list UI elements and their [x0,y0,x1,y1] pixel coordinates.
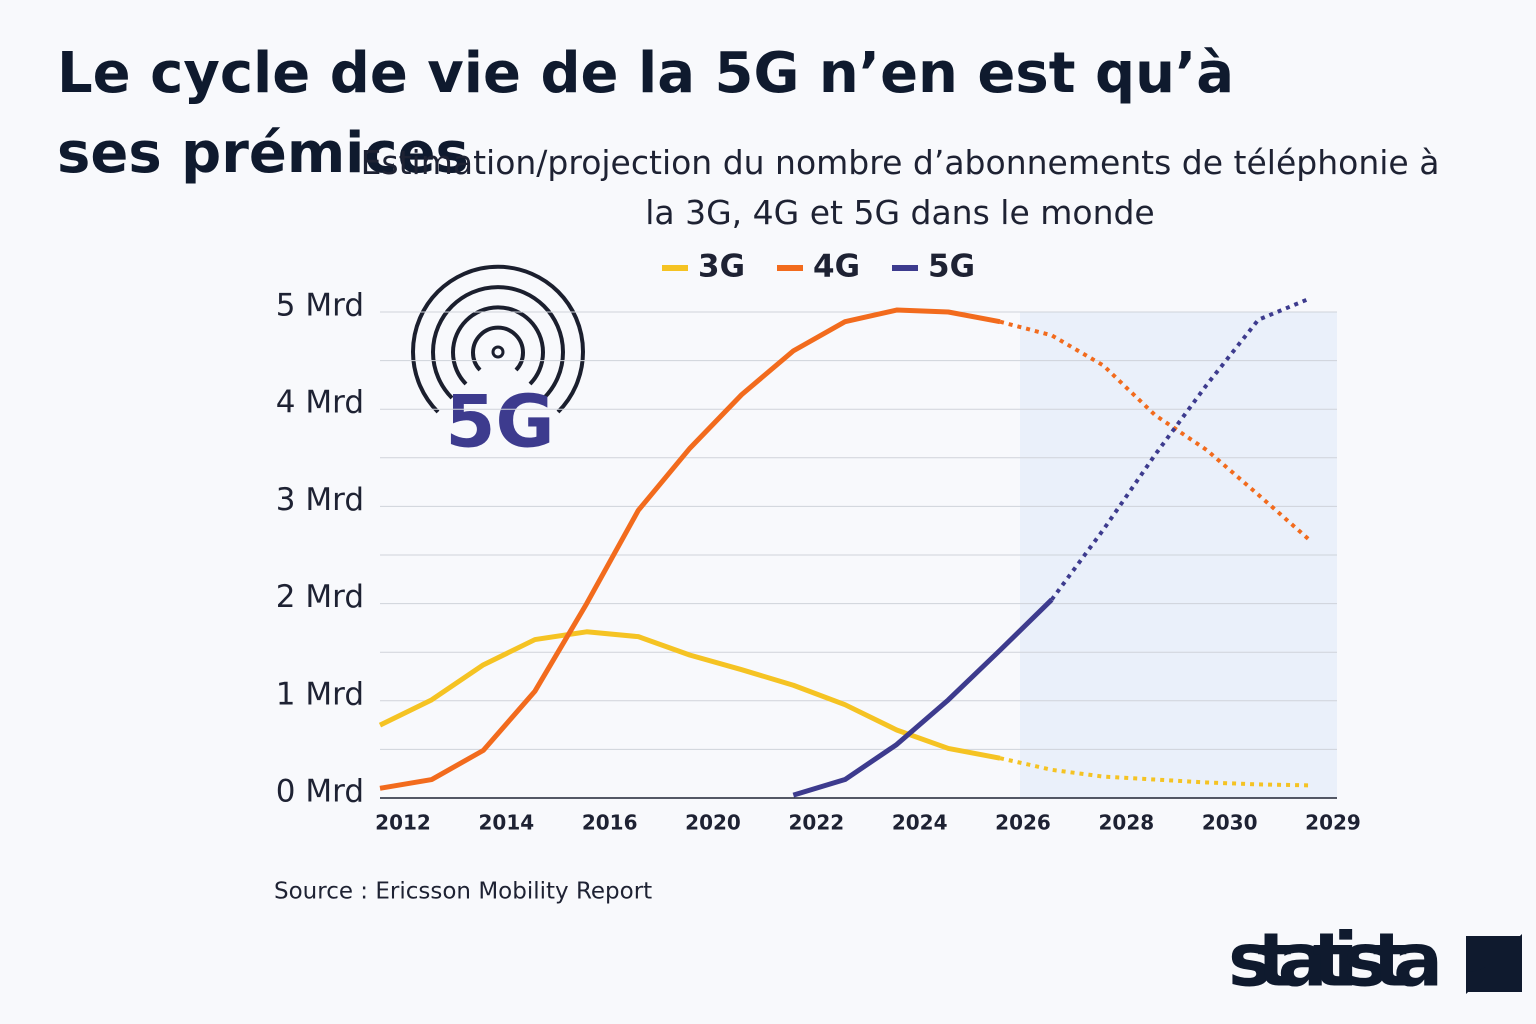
line [379,307,1001,791]
chart-subtitle: Estimation/projection du nombre d’abonne… [360,143,1440,232]
x-tick-label: 2022 [788,811,844,835]
legend-label: 3G [698,249,745,285]
brand-icon [1466,934,1522,994]
legend-label: 5G [928,249,975,285]
source: Source : Ericsson Mobility Report [274,879,652,905]
x-tick-label: 2029 [1305,811,1361,835]
icon-label: 5G [445,380,554,464]
y-tick-label: 3 Mrd [276,482,364,518]
x-tick-label: 2014 [478,811,534,835]
x-tick-label: 2012 [375,811,431,835]
line [378,629,1001,761]
line [792,597,1054,798]
projection-line [999,756,1311,788]
y-tick-label: 1 Mrd [276,676,364,712]
projection-line [1050,296,1311,601]
legend-label: 4G [813,249,860,285]
signal-icon [411,264,585,414]
chart-title: Le cycle de vie de la 5G n’en est qu’à s… [57,41,1235,186]
projection-line [999,319,1312,542]
y-tick-label: 5 Mrd [276,288,364,324]
x-tick-label: 2016 [582,811,638,835]
y-tick-label: 4 Mrd [276,385,364,421]
x-tick-label: 2020 [685,811,741,835]
brand: statista [1228,918,1443,1004]
x-tick-label: 2026 [995,811,1051,835]
x-tick-label: 2030 [1202,811,1258,835]
y-tick-label: 2 Mrd [276,579,364,615]
x-tick-label: 2024 [892,811,948,835]
y-tick-label: 0 Mrd [276,774,364,810]
x-tick-label: 2028 [1098,811,1154,835]
